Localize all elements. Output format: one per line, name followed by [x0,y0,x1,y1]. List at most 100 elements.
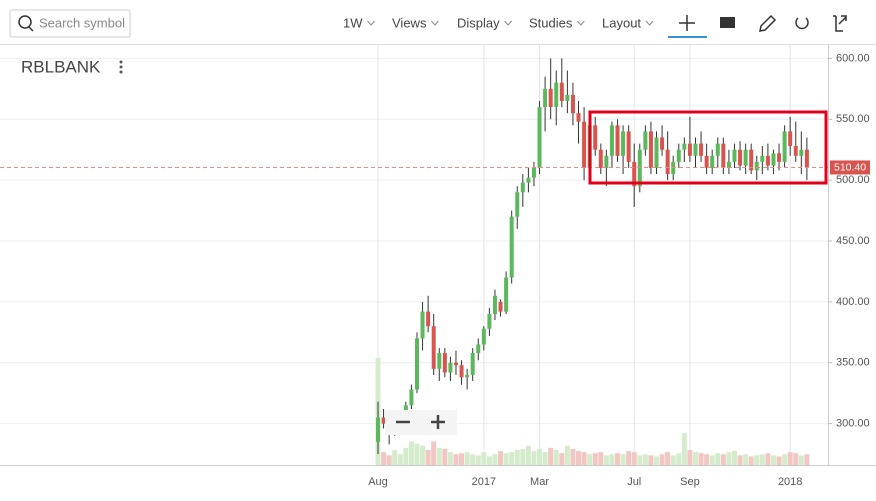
candle-body [715,143,720,156]
volume-bar [514,450,520,465]
candle-body [381,417,386,424]
volume-bar [776,456,782,465]
y-tick-label: 350.00 [836,357,870,369]
candle-body [665,149,670,175]
menu-item[interactable]: 1W [343,15,363,30]
volume-bar [553,450,559,465]
candle-body [682,143,687,150]
volume-bar [403,447,409,465]
candle-body [437,353,442,369]
x-tick-label: Mar [530,476,549,488]
menu-item[interactable]: Studies [529,15,573,30]
candle-body [420,311,425,339]
candle-body [626,131,631,162]
volume-bar [709,455,715,465]
volume-bar [464,452,470,465]
candle-body [721,143,726,168]
volume-bar [564,445,570,465]
y-tick-label: 500.00 [836,174,870,186]
volume-bar [631,452,637,465]
volume-bar [420,445,426,465]
y-tick-label: 400.00 [836,296,870,308]
candle-body [654,137,659,168]
candle-body [582,121,587,168]
candle-body [476,344,481,353]
candle-body [509,216,514,278]
candle-body [648,131,653,168]
search-icon [28,26,34,32]
volume-bar [470,454,476,465]
candle-body [799,149,804,156]
candle-body [749,149,754,171]
symbol-title: RBLBANK [21,57,101,76]
candle-body [771,153,776,166]
candle-body [453,362,458,366]
search-placeholder: Search symbol [39,15,125,30]
volume-bar [559,453,565,465]
highlight-box [588,110,828,185]
volume-bar [408,441,414,465]
candle-body [732,149,737,162]
x-tick-label: 2018 [778,476,802,488]
volume-bar [726,452,732,465]
candle-body [515,192,520,217]
candle-body [531,167,536,178]
volume-bar [659,454,665,465]
candle-body [537,107,542,168]
candle-body [431,326,436,369]
y-tick-label: 450.00 [836,235,870,247]
volume-bar [670,455,676,465]
search-box[interactable] [9,9,131,38]
volume-bar [698,453,704,465]
volume-bar [626,451,632,465]
last-price-tag [830,160,870,175]
candle-body [576,113,581,122]
volume-bar [442,448,448,465]
x-tick-label: Jul [627,476,641,488]
candle-body [804,149,809,168]
candle-body [409,389,414,406]
candle-body [565,94,570,101]
volume-bar [787,452,793,465]
volume-bar [754,455,760,465]
candle-body [504,277,509,312]
candle-body [615,125,620,156]
volume-bar [598,452,604,465]
draw-icon[interactable] [759,14,777,32]
volume-bar [720,454,726,465]
x-tick-label: Aug [368,476,388,488]
volume-bar [782,454,788,465]
x-tick-label: 2017 [472,476,496,488]
reset-icon[interactable] [795,17,809,30]
candle-body [710,155,715,168]
volume-bar [492,454,498,465]
volume-bar [392,450,398,465]
volume-bar [425,450,431,465]
menu-item[interactable]: Display [457,15,500,30]
volume-bar [537,448,543,465]
volume-bar [609,454,615,465]
candle-body [788,131,793,147]
candle-body [492,295,497,315]
candle-body [465,374,470,378]
symbol-menu[interactable] [119,60,123,74]
share-icon[interactable] [833,15,847,32]
candle-body [459,365,464,378]
menu-caret [504,20,513,26]
volume-bar [509,452,515,465]
candle-body [559,82,564,101]
candle-body [526,177,531,183]
volume-bar [759,454,765,465]
menu-item[interactable]: Views [392,15,427,30]
comment-icon[interactable] [720,17,735,28]
menu-item[interactable]: Layout [602,15,641,30]
search-icon [18,15,32,29]
volume-bar [531,451,537,465]
volume-bar [620,454,626,465]
volume-bar [447,452,453,465]
volume-bar [498,451,504,465]
volume-bar [592,453,598,465]
volume-bar [576,451,582,465]
volume-bar [386,455,392,465]
